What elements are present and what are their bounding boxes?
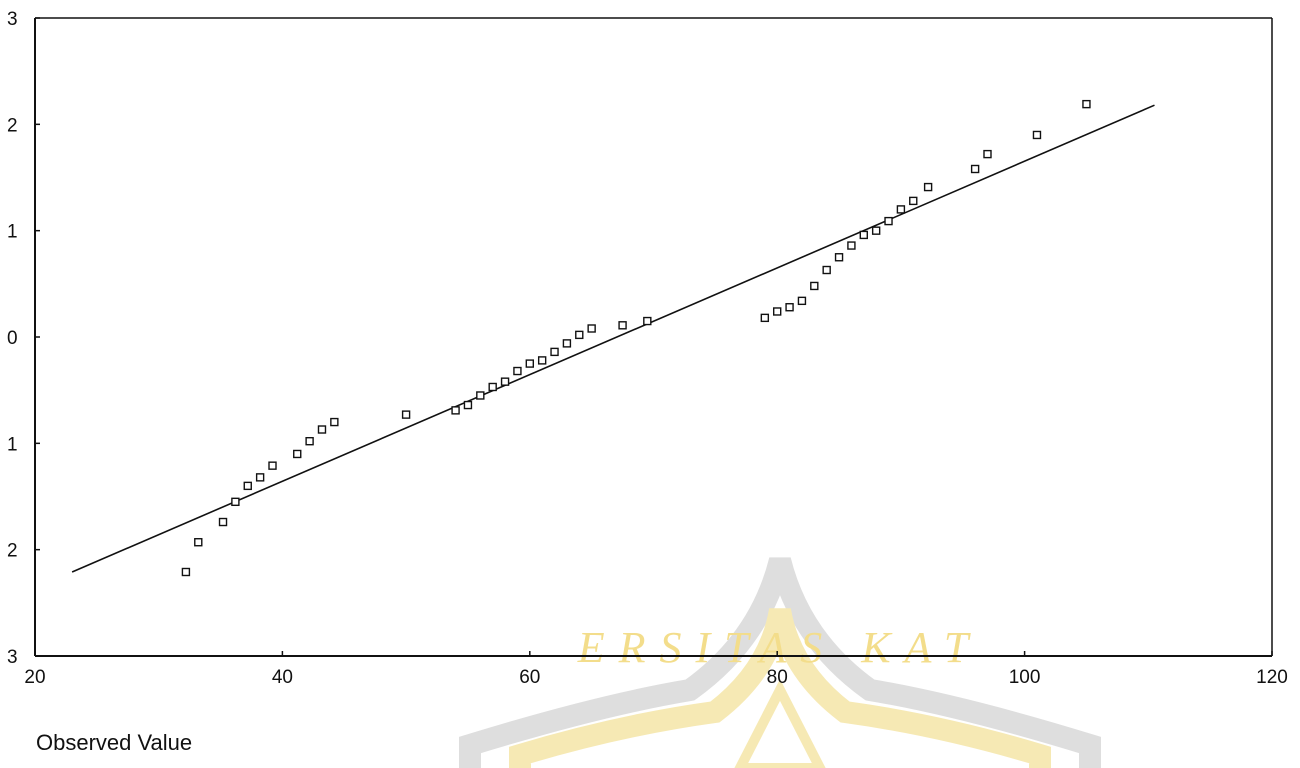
data-point (587, 324, 596, 333)
data-point (923, 182, 933, 192)
axis-ticks: 3 2 1 0 1 2 3 20 40 60 80 100 120 (7, 9, 1288, 688)
watermark-emblem: ERSITAS KAT (459, 557, 1101, 768)
data-point (218, 517, 228, 527)
data-point (476, 391, 485, 400)
data-point (822, 265, 831, 275)
plot-frame (34, 17, 1273, 657)
data-point (268, 461, 277, 470)
data-point (643, 316, 652, 326)
data-point (909, 196, 918, 206)
data-point (562, 339, 572, 348)
data-point (785, 303, 794, 312)
data-point (970, 164, 980, 174)
reference-line (71, 104, 1155, 573)
data-points (181, 99, 1091, 577)
y-tick-label: 1 (7, 434, 18, 455)
data-point (181, 567, 191, 577)
watermark-text: ERSITAS KAT (577, 623, 983, 672)
data-point (317, 425, 327, 434)
data-point (896, 205, 906, 214)
x-tick-label: 20 (24, 667, 45, 688)
data-point (305, 437, 314, 446)
data-point (871, 226, 881, 235)
data-point (550, 347, 559, 357)
x-tick-label: 80 (767, 667, 788, 688)
data-point (618, 321, 627, 330)
data-point (760, 313, 770, 323)
data-point (488, 382, 497, 392)
data-point (859, 230, 868, 240)
watermark-center-emblem (734, 679, 826, 768)
data-point (243, 481, 252, 491)
data-point (500, 377, 510, 386)
y-tick-label: 2 (7, 115, 18, 136)
data-point (525, 359, 534, 368)
watermark-outer-arch (459, 557, 1101, 768)
data-point (330, 417, 339, 427)
data-point (575, 330, 584, 340)
data-point (884, 216, 893, 226)
data-point (231, 497, 240, 507)
data-point (983, 149, 992, 159)
data-point (537, 356, 547, 365)
data-point (255, 473, 265, 482)
data-point (834, 253, 844, 262)
x-tick-label: 40 (272, 667, 293, 688)
data-point (847, 241, 856, 250)
reference-line-group (71, 104, 1155, 573)
x-axis-title: Observed Value (36, 730, 192, 755)
data-point (1082, 99, 1091, 109)
y-tick-label: 0 (7, 328, 18, 349)
x-tick-label: 120 (1256, 667, 1288, 688)
y-tick-label: 2 (7, 541, 18, 562)
data-point (513, 366, 522, 376)
data-point (401, 410, 411, 419)
data-point (773, 307, 782, 316)
data-point (797, 296, 807, 306)
y-tick-label: 3 (7, 647, 18, 668)
y-tick-label: 1 (7, 222, 18, 243)
y-tick-label: 3 (7, 9, 18, 30)
data-point (463, 400, 473, 410)
data-point (194, 538, 203, 547)
x-tick-label: 60 (519, 667, 540, 688)
data-point (293, 449, 302, 459)
watermark-inner-arch (509, 607, 1051, 768)
x-tick-label: 100 (1009, 667, 1041, 688)
data-point (451, 406, 460, 415)
data-point (810, 281, 819, 291)
data-point (1032, 130, 1042, 140)
